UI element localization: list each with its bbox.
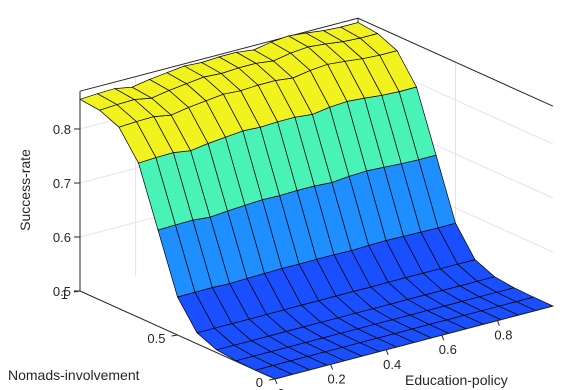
y-tick-label: 0	[256, 375, 263, 390]
z-tick-label: 0.7	[53, 176, 71, 191]
x-tick-label: 0.4	[383, 357, 401, 372]
x-tick-mark	[330, 364, 334, 370]
x-tick-mark	[385, 349, 389, 355]
x-tick-mark	[441, 335, 445, 341]
y-tick-label: 1	[61, 287, 68, 302]
x-tick-mark	[274, 378, 278, 385]
x-tick-mark	[496, 320, 500, 326]
x-axis-line	[274, 305, 554, 380]
surface-mesh	[79, 22, 555, 380]
z-tick-label: 0.8	[53, 122, 71, 137]
x-tick-label: 0.8	[494, 328, 512, 343]
y-tick-label: 0.5	[147, 331, 165, 346]
y-axis-label: Nomads-involvement	[8, 367, 140, 383]
tick-labels: 00.20.40.60.800.510.50.60.70.8	[53, 122, 513, 390]
y-tick-mark	[268, 378, 276, 381]
x-axis-label: Education-policy	[405, 372, 508, 388]
z-tick-label: 0.5	[53, 284, 71, 299]
z-axis-label: Success-rate	[17, 149, 33, 231]
x-tick-label: 0.2	[328, 371, 346, 386]
y-tick-mark	[171, 334, 178, 337]
surface-patch	[79, 93, 118, 111]
x-tick-label: 0.6	[439, 342, 457, 357]
x-tick-label: 0	[277, 386, 284, 390]
z-tick-label: 0.6	[53, 230, 71, 245]
